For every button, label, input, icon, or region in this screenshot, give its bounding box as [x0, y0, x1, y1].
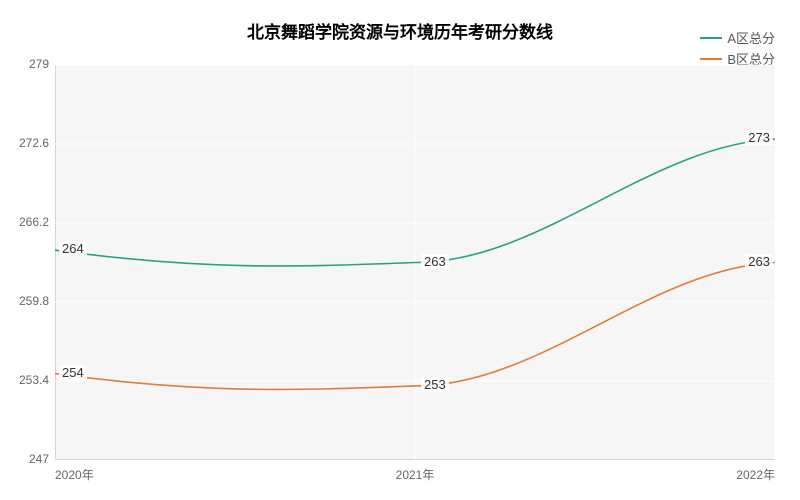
- y-tick-label: 266.2: [19, 215, 49, 229]
- data-label: 273: [745, 130, 773, 145]
- x-tick-label: 2022年: [736, 466, 775, 483]
- y-tick-label: 247: [29, 452, 49, 466]
- y-tick-label: 259.8: [19, 294, 49, 308]
- y-tick-label: 272.6: [19, 136, 49, 150]
- data-label: 263: [745, 254, 773, 269]
- y-tick-label: 253.4: [19, 373, 49, 387]
- data-label: 263: [421, 254, 449, 269]
- plot-svg: [0, 0, 800, 500]
- y-tick-label: 279: [29, 57, 49, 71]
- data-label: 254: [59, 365, 87, 380]
- data-label: 264: [59, 241, 87, 256]
- chart-container: 北京舞蹈学院资源与环境历年考研分数线A区总分B区总分247253.4259.82…: [0, 0, 800, 500]
- x-tick-label: 2021年: [390, 466, 440, 483]
- x-tick-label: 2020年: [55, 466, 94, 483]
- data-label: 253: [421, 377, 449, 392]
